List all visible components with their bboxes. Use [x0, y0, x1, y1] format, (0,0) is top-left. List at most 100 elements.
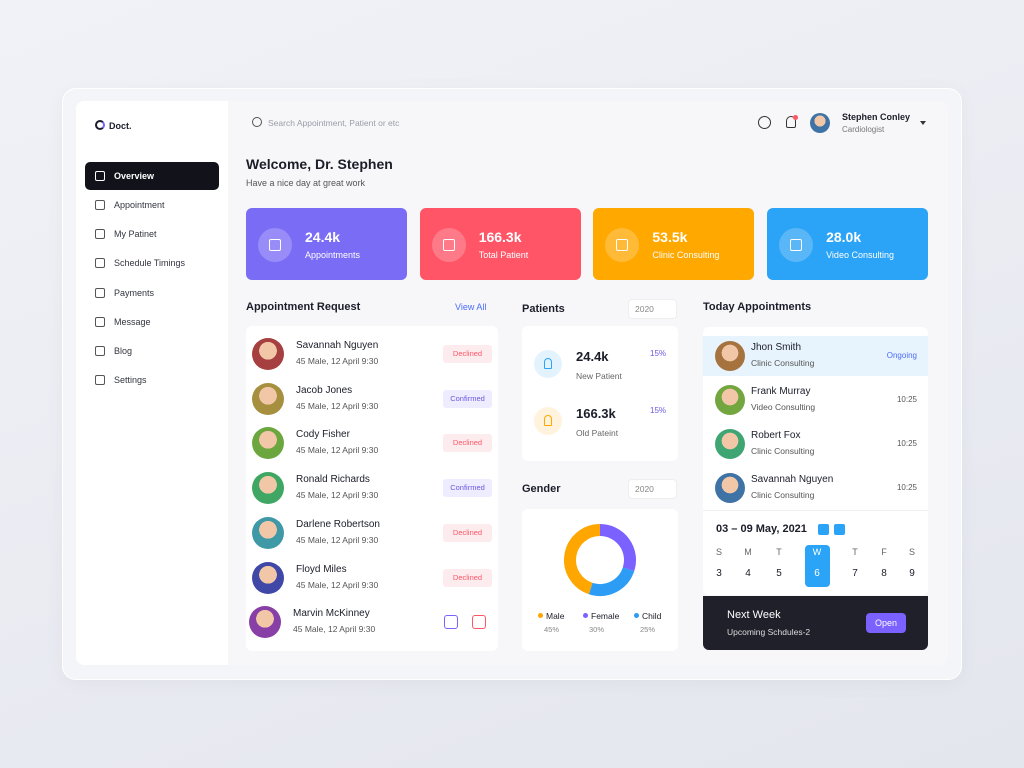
consult-type: Clinic Consulting	[751, 446, 815, 456]
patient-value: 24.4k	[576, 349, 609, 364]
patient-label: Old Pateint	[576, 428, 619, 438]
nav-item[interactable]: Schedule Timings	[114, 258, 186, 269]
patient-name: Savannah Nguyen	[751, 474, 834, 485]
calendar-range: 03 – 09 May, 2021	[716, 523, 807, 535]
stat-label: Video Consulting	[826, 250, 894, 260]
nav-active[interactable]	[85, 162, 219, 190]
patient-name: Marvin McKinney	[293, 608, 370, 620]
prev-button[interactable]	[818, 524, 829, 535]
card	[522, 326, 678, 461]
stat-card	[593, 208, 755, 280]
stat-icon	[605, 228, 640, 262]
patient-info: 45 Male, 12 April 9:30	[296, 490, 379, 501]
nav-icon	[95, 258, 105, 269]
donut-segment	[564, 524, 601, 595]
welcome-title: Welcome, Dr. Stephen	[246, 156, 393, 172]
decline-button[interactable]	[472, 615, 486, 630]
stat-label: Clinic Consulting	[652, 250, 720, 260]
avatar	[715, 429, 745, 459]
nav-icon	[95, 375, 105, 386]
next-week-title: Next Week	[727, 609, 781, 621]
appointment-time: 10:25	[896, 483, 917, 492]
date[interactable]: 9	[909, 568, 915, 579]
nav-icon	[95, 287, 105, 298]
patient-glyph	[544, 358, 552, 369]
legend-percent: 25%	[640, 625, 656, 634]
patient-name: Ronald Richards	[296, 474, 370, 486]
appointment-time: 10:25	[896, 395, 917, 404]
section-title: Today Appointments	[703, 301, 812, 313]
legend-dot	[583, 613, 588, 618]
search-input[interactable]: Search Appointment, Patient or etc	[268, 118, 400, 128]
nav-item[interactable]: Settings	[114, 375, 147, 386]
section-title: Gender	[522, 483, 561, 495]
patient-name: Jacob Jones	[296, 384, 353, 396]
date[interactable]: 7	[852, 568, 858, 579]
avatar	[252, 338, 284, 370]
date[interactable]: 5	[776, 568, 782, 579]
user-caret[interactable]	[920, 121, 926, 125]
avatar	[252, 472, 284, 505]
search-icon	[252, 117, 262, 127]
section-title: Appointment Request	[246, 301, 361, 313]
view-all-link[interactable]: View All	[455, 302, 487, 312]
avatar	[252, 382, 284, 415]
patient-info: 45 Male, 12 April 9:30	[293, 624, 376, 635]
donut-chart	[564, 524, 636, 596]
weekday: T	[776, 547, 782, 557]
nav-icon	[95, 229, 105, 240]
patient-glyph	[544, 415, 552, 426]
stat-glyph	[269, 239, 281, 251]
patient-change: 15%	[650, 406, 667, 415]
date[interactable]: 4	[745, 568, 751, 579]
patient-change: 15%	[650, 349, 667, 358]
nav-icon	[95, 200, 105, 210]
legend-label: Male	[546, 611, 565, 621]
date[interactable]: 6	[814, 568, 820, 579]
patient-name: Frank Murray	[751, 386, 811, 397]
year-select[interactable]	[628, 479, 677, 499]
patient-info: 45 Male, 12 April 9:30	[296, 534, 379, 545]
patient-name: Robert Fox	[751, 430, 801, 441]
stat-value: 28.0k	[826, 229, 862, 245]
nav-item[interactable]: Overview	[114, 171, 155, 181]
stat-label: Appointments	[305, 250, 361, 260]
help-icon[interactable]	[758, 116, 771, 129]
weekday: T	[852, 547, 858, 557]
open-label[interactable]: Open	[874, 618, 898, 628]
consult-type: Clinic Consulting	[751, 358, 815, 368]
nav-item[interactable]: Payments	[114, 287, 155, 298]
patient-info: 45 Male, 12 April 9:30	[296, 400, 379, 411]
donut-segment	[588, 567, 635, 596]
avatar	[252, 561, 284, 594]
status-badge	[443, 523, 492, 542]
patient-info: 45 Male, 12 April 9:30	[296, 579, 379, 590]
nav-item[interactable]: Appointment	[114, 200, 165, 210]
bell-dot	[793, 115, 798, 120]
legend-dot	[634, 613, 639, 618]
avatar	[252, 427, 284, 460]
donut-segment	[599, 524, 636, 572]
accept-button[interactable]	[444, 615, 458, 630]
stat-icon	[431, 228, 466, 262]
section-title: Patients	[522, 303, 565, 315]
patient-icon	[534, 350, 562, 378]
nav-item[interactable]: Blog	[114, 346, 133, 356]
selected-day[interactable]	[805, 545, 830, 587]
patient-name: Jhon Smith	[751, 342, 802, 353]
patient-info: 45 Male, 12 April 9:30	[296, 445, 379, 456]
date[interactable]: 8	[881, 568, 887, 579]
weekday: S	[908, 547, 915, 557]
stat-card	[767, 208, 929, 280]
nav-item[interactable]: My Patinet	[114, 229, 157, 240]
date[interactable]: 3	[716, 568, 722, 579]
legend-percent: 45%	[544, 625, 560, 634]
next-button[interactable]	[834, 524, 845, 535]
status-label: Confirmed	[450, 483, 485, 493]
avatar	[715, 473, 745, 503]
stat-glyph	[442, 239, 455, 251]
nav-item[interactable]: Message	[114, 316, 151, 327]
year-select[interactable]	[628, 299, 677, 319]
open-button[interactable]	[866, 613, 906, 633]
bell-icon[interactable]	[786, 116, 796, 128]
